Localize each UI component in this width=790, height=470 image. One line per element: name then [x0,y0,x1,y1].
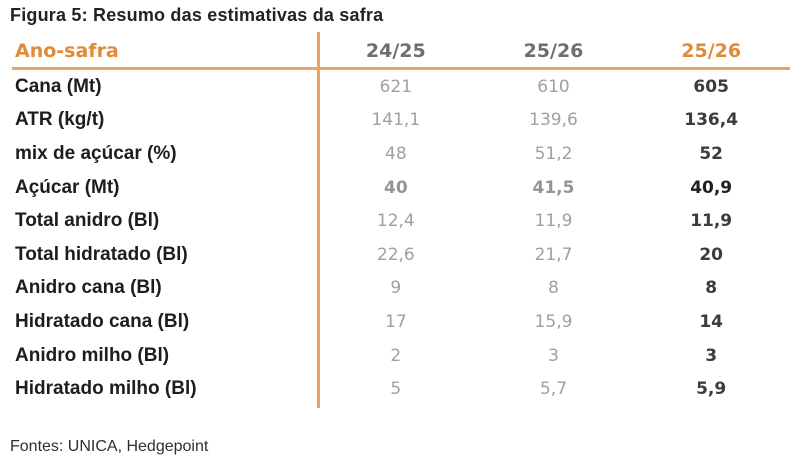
value-cell: 2 [390,345,402,366]
row-label: Hidratado milho (Bl) [15,378,197,400]
value-cell: 17 [385,311,407,332]
row-label: Açúcar (Mt) [15,176,120,198]
row-label: Hidratado cana (Bl) [15,310,190,332]
row-label: mix de açúcar (%) [15,142,177,164]
value-cell: 22,6 [376,244,415,265]
value-cell: 40,9 [690,177,733,198]
value-cell: 40 [383,177,408,198]
column-header-24-25: 24/25 [365,40,426,62]
row-label: ATR (kg/t) [15,109,105,131]
value-cell: 141,1 [371,110,421,131]
value-cell: 5,7 [539,379,568,400]
vertical-divider-line [317,32,320,408]
table-row: Total hidratado (Bl) 22,6 21,7 20 [12,238,790,272]
value-cell: 621 [379,76,413,97]
table-header-row: Ano-safra 24/25 25/26 25/26 [12,35,790,70]
value-cell: 3 [705,345,718,366]
value-cell: 48 [385,143,407,164]
table-row: mix de açúcar (%) 48 51,2 52 [12,137,790,171]
value-cell: 21,7 [534,244,573,265]
value-cell: 11,9 [534,211,573,232]
value-cell: 41,5 [532,177,575,198]
table-row: Total anidro (Bl) 12,4 11,9 11,9 [12,204,790,238]
table-row: ATR (kg/t) 141,1 139,6 136,4 [12,104,790,138]
value-cell: 51,2 [534,143,573,164]
value-cell: 139,6 [529,110,578,131]
value-cell: 20 [699,244,723,265]
table-body: Cana (Mt) 621 610 605 ATR (kg/t) 141,1 139,6 13… [12,70,790,406]
value-cell: 14 [699,311,723,332]
table-row: Hidratado cana (Bl) 17 15,9 14 [12,305,790,339]
column-header-25-26-current: 25/26 [681,40,742,62]
column-header-25-26-prev: 25/26 [523,40,584,62]
table-row: Anidro milho (Bl) 2 3 3 [12,339,790,373]
value-cell: 605 [693,76,729,97]
row-label: Total anidro (Bl) [15,210,160,232]
row-label: Anidro cana (Bl) [15,277,162,299]
value-cell: 9 [390,278,402,299]
table-row: Cana (Mt) 621 610 605 [12,70,790,104]
value-cell: 8 [705,278,718,299]
value-cell: 3 [548,345,559,366]
value-cell: 8 [548,278,559,299]
table-row: Hidratado milho (Bl) 5 5,7 5,9 [12,372,790,406]
value-cell: 11,9 [690,211,733,232]
column-header-ano-safra: Ano-safra [15,40,119,62]
table-row: Anidro cana (Bl) 9 8 8 [12,272,790,306]
row-label: Cana (Mt) [15,75,102,97]
value-cell: 136,4 [684,110,739,131]
value-cell: 12,4 [376,211,415,232]
table-row: Açúcar (Mt) 40 41,5 40,9 [12,171,790,205]
figure-title: Figura 5: Resumo das estimativas da safr… [10,5,384,25]
value-cell: 52 [699,143,723,164]
summary-table: Ano-safra 24/25 25/26 25/26 Cana (Mt) 621… [12,32,790,408]
value-cell: 5,9 [696,379,727,400]
source-note: Fontes: UNICA, Hedgepoint [10,438,209,455]
value-cell: 15,9 [534,311,573,332]
row-label: Total hidratado (Bl) [15,243,188,265]
value-cell: 610 [537,76,570,97]
value-cell: 5 [390,379,402,400]
row-label: Anidro milho (Bl) [15,344,170,366]
